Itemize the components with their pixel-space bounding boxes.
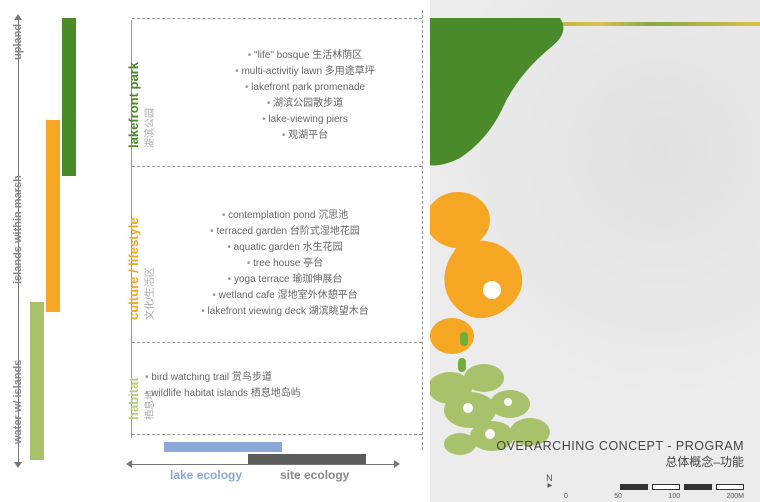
gradient-vbar [62,18,76,176]
bullet-item: wildlife habitat islands 栖息地岛屿 [145,386,385,402]
bullet-item: bird watching trail 赏鸟步道 [145,370,385,386]
map-title: OVERARCHING CONCEPT - PROGRAM 总体概念–功能 [496,439,744,470]
zone-dash-line [132,166,422,167]
bullet-item: yoga terrace 瑜珈伸展台 [150,272,420,288]
bullet-item: terraced garden 台阶式湿地花园 [150,224,420,240]
v-axis-label: water w/ islands [12,360,24,444]
ecology-hbar [164,442,282,452]
map-title-en: OVERARCHING CONCEPT - PROGRAM [496,439,744,453]
bullet-item: 湖滨公园散步道 [195,96,415,112]
ecology-label: lake ecology [170,468,242,482]
v-axis-label: islands within marsh [12,175,24,284]
bullet-item: "life" bosque 生活林荫区 [195,48,415,64]
zone-bullets: "life" bosque 生活林荫区multi-activitiy lawn … [195,48,415,144]
v-axis-label: upland [12,24,24,60]
zone-dash-line [132,18,422,19]
scale-segment [652,484,680,490]
zone-bullets: contemplation pond 沉思池terraced garden 台阶… [150,208,420,320]
zone-dash-line [132,342,422,343]
bullet-item: multi-activitiy lawn 多用途草坪 [195,64,415,80]
scale-segment [620,484,648,490]
axis-arrow-right-icon [394,460,400,468]
diagram-map-divider [422,10,423,450]
concept-map: OVERARCHING CONCEPT - PROGRAM 总体概念–功能 N … [430,0,760,502]
scale-ticks: 050100200M [564,493,744,500]
gradient-vbar [46,120,60,312]
bullet-item: tree house 亭台 [150,256,420,272]
map-title-cn: 总体概念–功能 [496,453,744,470]
scale-segment [716,484,744,490]
horizontal-axis [131,464,395,465]
gradient-vbar [30,302,44,460]
lakefront-mass-icon [430,18,590,178]
scale-bar [620,484,744,490]
bullet-item: aquatic garden 水生花园 [150,240,420,256]
north-arrow-icon: N [546,473,554,490]
bullet-item: wetland cafe 湿地室外休憩平台 [150,288,420,304]
culture-blob-2-icon [440,238,530,323]
axis-arrow-up-icon [14,14,22,20]
zone-bullets: bird watching trail 赏鸟步道wildlife habitat… [145,370,385,402]
connector-dot-icon [460,332,468,346]
axis-arrow-left-icon [126,460,132,468]
bullet-item: lakefront park promenade [195,80,415,96]
bullet-item: lake-viewing piers [195,112,415,128]
bullet-item: contemplation pond 沉思池 [150,208,420,224]
bullet-item: lakefront viewing deck 湖滨眺望木台 [150,304,420,320]
zone-dash-line [132,434,422,435]
bullet-item: 观湖平台 [195,128,415,144]
scale-segment [684,484,712,490]
ecology-label: site ecology [280,468,349,482]
ecology-hbar [248,454,366,464]
zone-label: lakefront park 湖滨公园 [126,62,156,148]
axis-arrow-down-icon [14,462,22,468]
